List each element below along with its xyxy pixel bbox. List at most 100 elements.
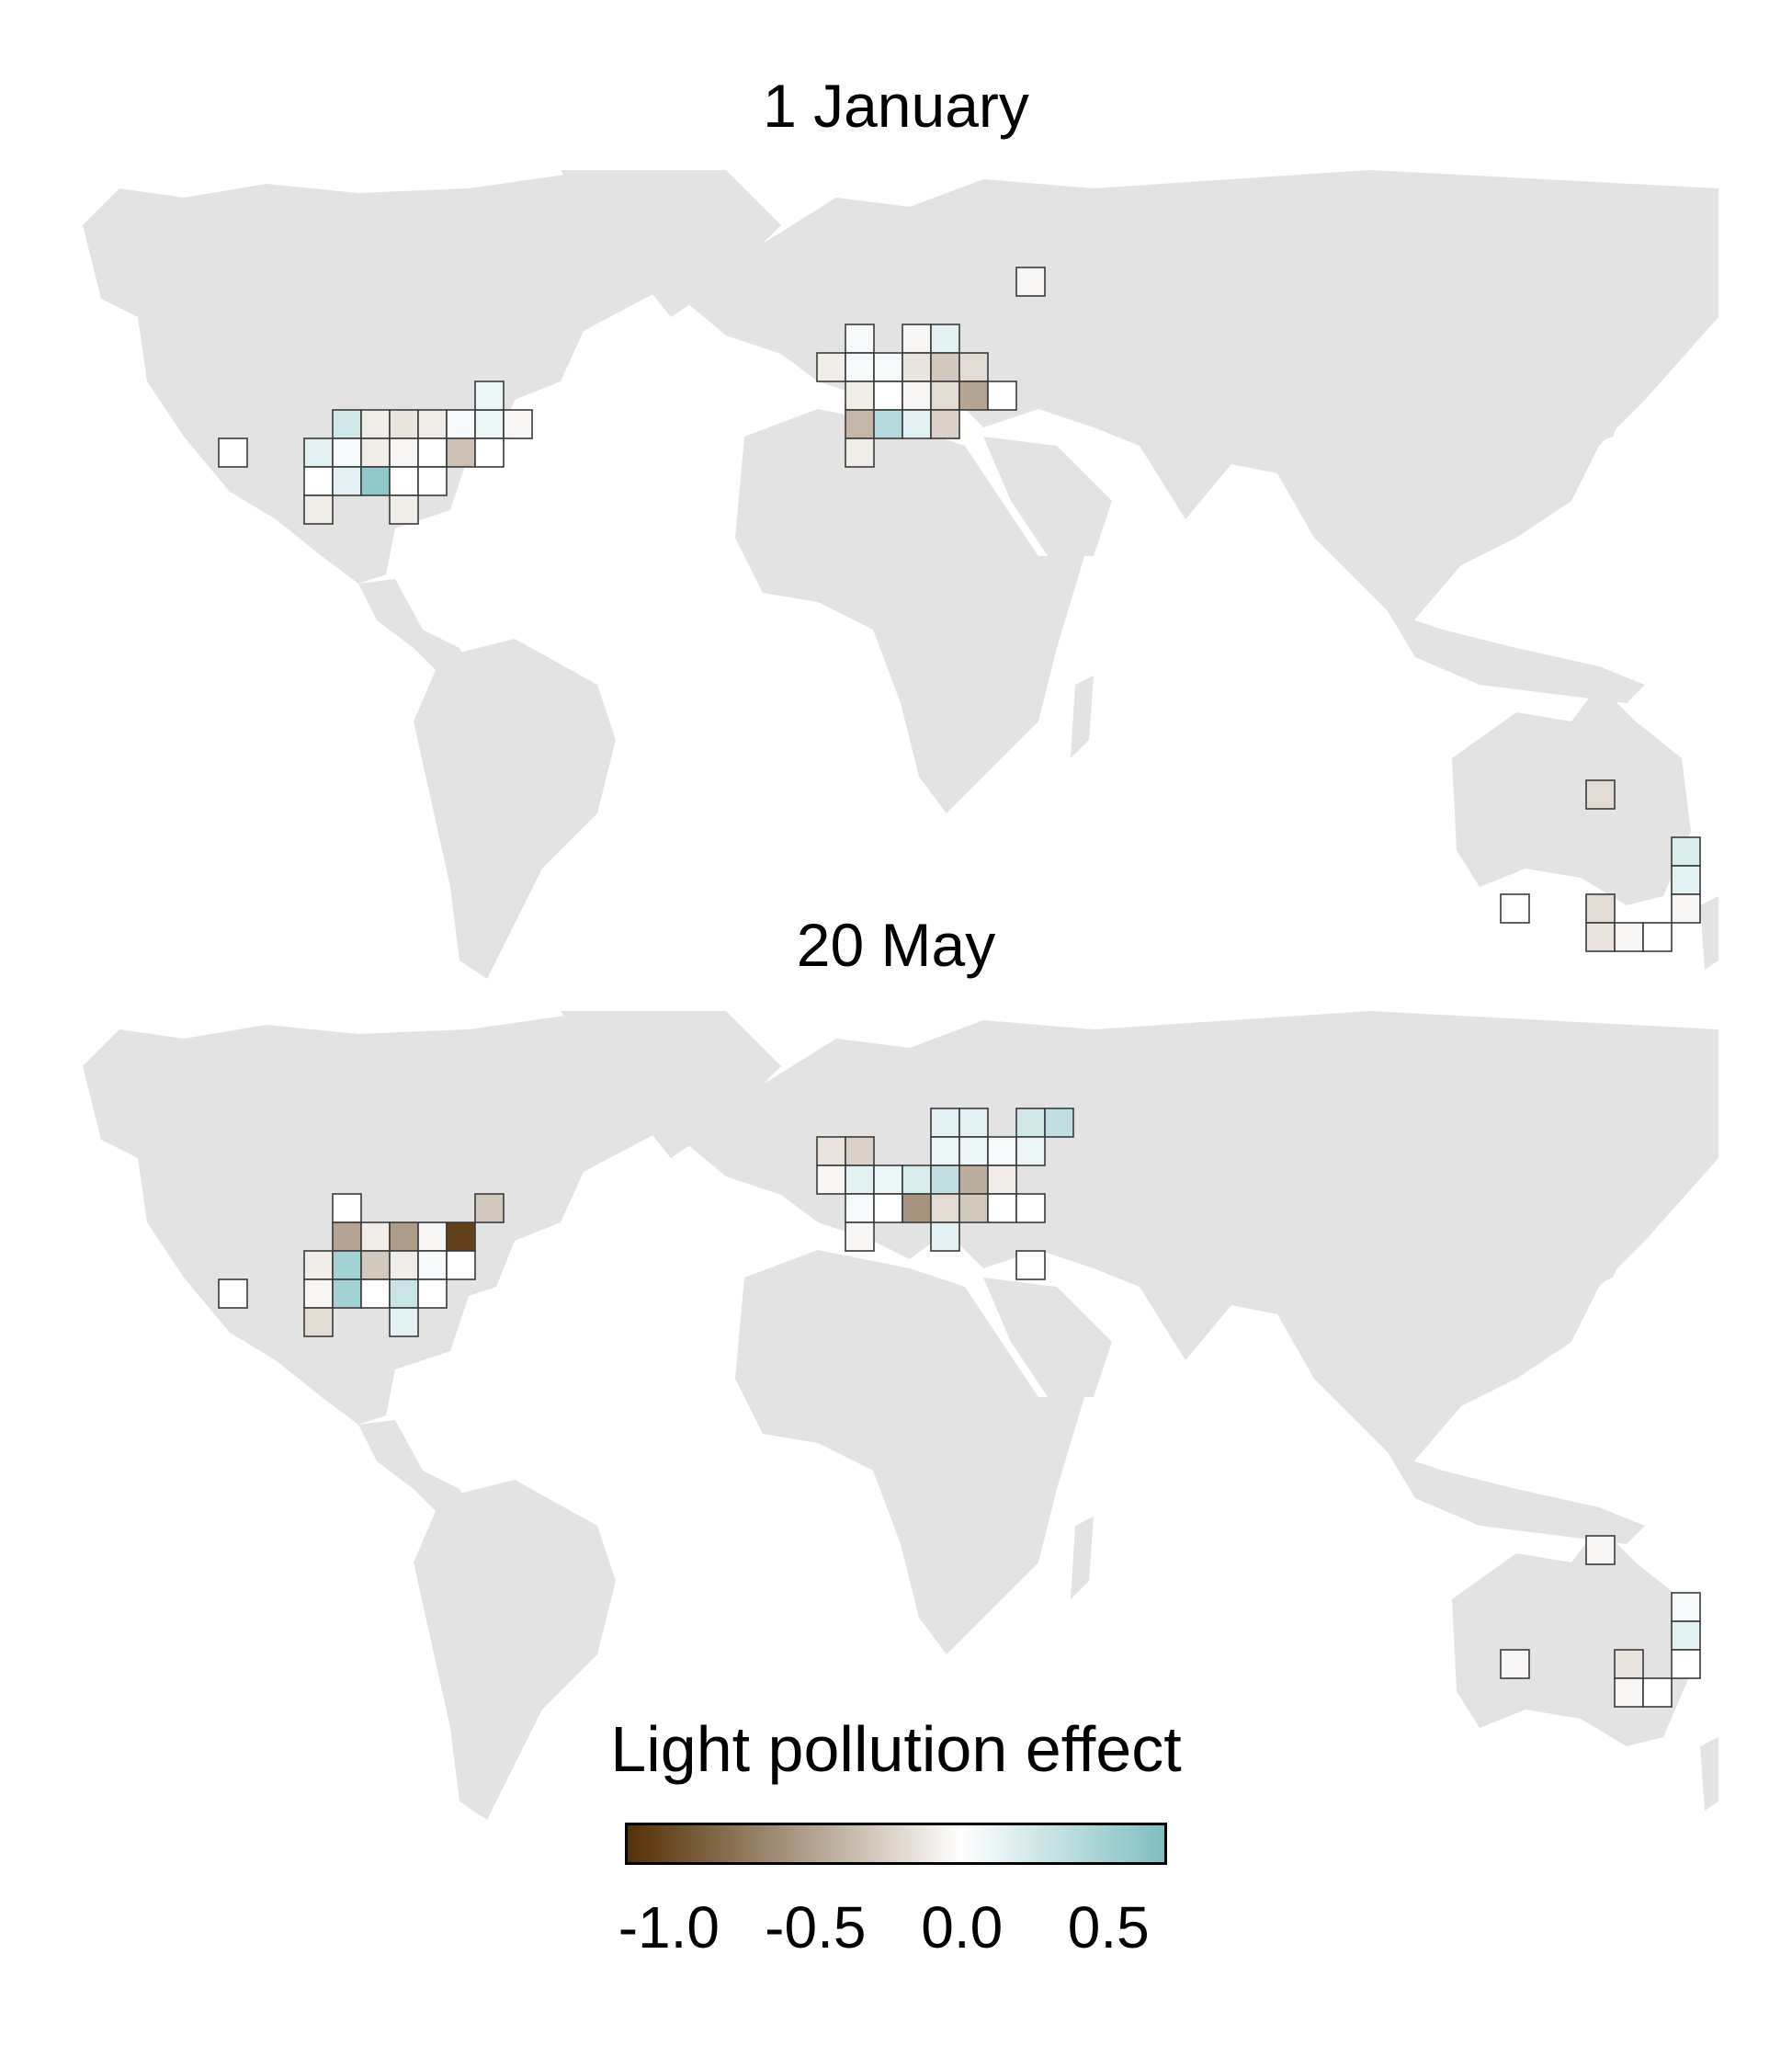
grid-cell [1671,1620,1701,1651]
grid-cell [1585,1535,1616,1565]
legend-tick-label: -1.0 [618,1894,720,1960]
grid-cell [902,1165,932,1195]
grid-cell [303,466,334,496]
new-zealand-landmass [1700,1737,1718,1811]
africa-landmass [735,409,1084,813]
grid-cell [360,466,391,496]
grid-cell [958,1108,989,1138]
grid-cell [1671,1649,1701,1679]
grid-cell [987,381,1017,411]
grid-cell [417,437,448,468]
grid-cell [873,381,903,411]
legend-tick-label: 0.5 [1067,1894,1150,1960]
grid-cell [930,1221,960,1252]
grid-cell [389,1250,419,1280]
grid-cells [218,267,1701,952]
grid-cell [332,1193,362,1223]
grid-cell [303,1278,334,1309]
australia-landmass [1452,685,1691,905]
grid-cell [902,409,932,439]
grid-cell [389,1278,419,1309]
grid-cell [1671,1592,1701,1622]
grid-cell [930,409,960,439]
grid-cell [332,466,362,496]
world-map-1-january [83,170,1718,979]
grid-cell [503,409,533,439]
southeast-asia-islands [1388,611,1645,703]
grid-cell [1015,1193,1046,1223]
legend-tick-label: -0.5 [765,1894,867,1960]
grid-cell [218,1278,248,1309]
panel-title-20-may: 20 May [796,911,996,979]
grid-cell [389,494,419,525]
panel-title-1-january: 1 January [763,72,1029,140]
south-america-landmass [414,639,616,979]
grid-cell [873,1165,903,1195]
grid-cell [902,352,932,382]
grid-cell [446,409,476,439]
grid-cell [816,352,846,382]
grid-cell [1671,893,1701,924]
grid-cell [332,1278,362,1309]
southeast-asia-islands [1388,1452,1645,1544]
grid-cell [446,1250,476,1280]
grid-cell [1585,922,1616,952]
grid-cell [873,352,903,382]
grid-cell [1500,1649,1530,1679]
grid-cell [1585,779,1616,810]
grid-cell [389,409,419,439]
grid-cell [845,1221,875,1252]
japan-landmass [1590,1195,1636,1287]
grid-cell [845,1136,875,1166]
madagascar-landmass [1071,1517,1094,1599]
grid-cell [474,1193,505,1223]
grid-cell [930,352,960,382]
grid-cell [332,437,362,468]
grid-cell [1015,1136,1046,1166]
grid-cell [816,1165,846,1195]
eurasia-landmass [671,170,1718,630]
grid-cell [417,1221,448,1252]
grid-cell [845,437,875,468]
grid-cell [902,324,932,354]
grid-cell [1015,1250,1046,1280]
grid-cell [873,409,903,439]
legend-tick-label: 0.0 [921,1894,1004,1960]
grid-cell [902,1193,932,1223]
australia-landmass [1452,1526,1691,1746]
grid-cells [218,1108,1701,1708]
grid-cell [1044,1108,1074,1138]
grid-cell [816,1136,846,1166]
grid-cell [1500,893,1530,924]
grid-cell [930,1136,960,1166]
grid-cell [446,1221,476,1252]
grid-cell [474,409,505,439]
grid-cell [474,437,505,468]
grid-cell [360,1221,391,1252]
grid-cell [417,1278,448,1309]
grid-cell [1671,836,1701,867]
grid-cell [360,437,391,468]
grid-cell [958,352,989,382]
grid-cell [873,1193,903,1223]
grid-cell [1642,1677,1673,1708]
north-america-landmass [83,170,717,584]
grid-cell [303,437,334,468]
grid-cell [303,1307,334,1337]
grid-cell [1614,1677,1644,1708]
grid-cell [930,1193,960,1223]
grid-cell [987,1165,1017,1195]
grid-cell [417,409,448,439]
madagascar-landmass [1071,676,1094,758]
legend-title: Light pollution effect [610,1713,1182,1785]
grid-cell [958,381,989,411]
grid-cell [332,409,362,439]
arabia-landmass [983,437,1112,556]
grid-cell [930,324,960,354]
arabia-landmass [983,1278,1112,1397]
grid-cell [845,1193,875,1223]
grid-cell [845,409,875,439]
grid-cell [474,381,505,411]
grid-cell [332,1221,362,1252]
grid-cell [1671,865,1701,895]
